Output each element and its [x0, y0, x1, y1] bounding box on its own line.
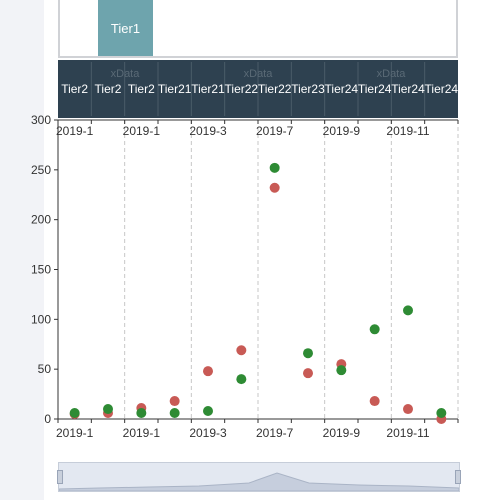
header-tier-label: Tier24 — [358, 82, 392, 96]
header-tier-label: Tier2 — [61, 82, 88, 96]
scatter-point[interactable] — [303, 348, 313, 359]
header-tier-label: Tier23 — [291, 82, 325, 96]
header-tier-label: Tier21 — [191, 82, 225, 96]
header-tier-label: Tier24 — [325, 82, 359, 96]
scatter-point[interactable] — [269, 162, 280, 173]
slider-handle-left[interactable] — [57, 470, 63, 484]
scatter-points — [69, 162, 447, 424]
x-bottom-tick-label: 2019-11 — [386, 426, 429, 440]
y-tick-label: 250 — [31, 163, 51, 177]
scatter-point[interactable] — [236, 374, 247, 385]
watermark-label: xData — [377, 68, 407, 80]
scatter-point[interactable] — [403, 404, 413, 415]
scatter-point[interactable] — [436, 408, 447, 419]
header-tier-label: Tier2 — [128, 82, 155, 96]
x-top-tick-label: 2019-1 — [56, 124, 94, 138]
header-tier-label: Tier21 — [158, 82, 192, 96]
scatter-point[interactable] — [203, 366, 213, 377]
header-tier-label: Tier22 — [258, 82, 292, 96]
slider-preview-area — [59, 472, 459, 491]
y-tick-label: 0 — [44, 412, 51, 426]
x-bottom-tick-label: 2019-1 — [123, 426, 161, 440]
header-dividers — [90, 62, 426, 116]
header-tier-label: Tier22 — [225, 82, 259, 96]
watermark-label: xData — [111, 68, 141, 80]
x-top-tick-label: 2019-3 — [189, 124, 227, 138]
scatter-point[interactable] — [269, 182, 280, 193]
scatter-point[interactable] — [169, 396, 180, 407]
y-tick-label: 50 — [38, 362, 52, 376]
scatter-point[interactable] — [103, 404, 113, 415]
x-top-tick-label: 2019-11 — [386, 124, 429, 138]
x-bottom-tick-label: 2019-9 — [323, 426, 361, 440]
header-watermarks: xData xData xData — [111, 68, 407, 80]
header-tier-labels: Tier2 Tier2 Tier2 Tier21 Tier21 Tier22 Tier22 T… — [61, 82, 458, 96]
watermark-label: xData — [244, 68, 274, 80]
x-top-tick-label: 2019-1 — [123, 124, 161, 138]
tier-bar: Tier1 — [58, 0, 458, 58]
scatter-point[interactable] — [303, 368, 313, 379]
x-bottom-tick-label: 2019-1 — [56, 426, 94, 440]
scatter-point[interactable] — [236, 345, 247, 356]
data-zoom-slider[interactable] — [57, 462, 461, 492]
y-tick-label: 200 — [31, 213, 51, 227]
header-tier-label: Tier24 — [425, 82, 459, 96]
scatter-point[interactable] — [169, 408, 180, 419]
header-tier-label: Tier2 — [95, 82, 122, 96]
scatter-point[interactable] — [369, 396, 380, 407]
axes: 0 50 100 150 200 250 300 2019-1 2019-1 2019-3 2019… — [31, 113, 459, 440]
y-tick-label: 100 — [31, 312, 51, 326]
x-top-tick-label: 2019-7 — [256, 124, 294, 138]
x-bottom-tick-label: 2019-7 — [256, 426, 294, 440]
slider-handle-right[interactable] — [455, 470, 461, 484]
x-top-tick-label: 2019-9 — [323, 124, 361, 138]
y-tick-label: 300 — [31, 113, 51, 127]
x-bottom-tick-label: 2019-3 — [189, 426, 227, 440]
scatter-point[interactable] — [369, 324, 380, 335]
y-tick-label: 150 — [31, 263, 51, 277]
grid-lines — [124, 120, 459, 419]
header-tier-label: Tier24 — [391, 82, 425, 96]
scatter-point[interactable] — [336, 365, 347, 376]
scatter-point[interactable] — [136, 408, 147, 419]
scatter-point[interactable] — [403, 305, 413, 316]
scatter-point[interactable] — [203, 406, 213, 417]
slider-preview — [59, 472, 459, 491]
scatter-point[interactable] — [69, 408, 80, 419]
tier-tab[interactable]: Tier1 — [98, 0, 153, 56]
